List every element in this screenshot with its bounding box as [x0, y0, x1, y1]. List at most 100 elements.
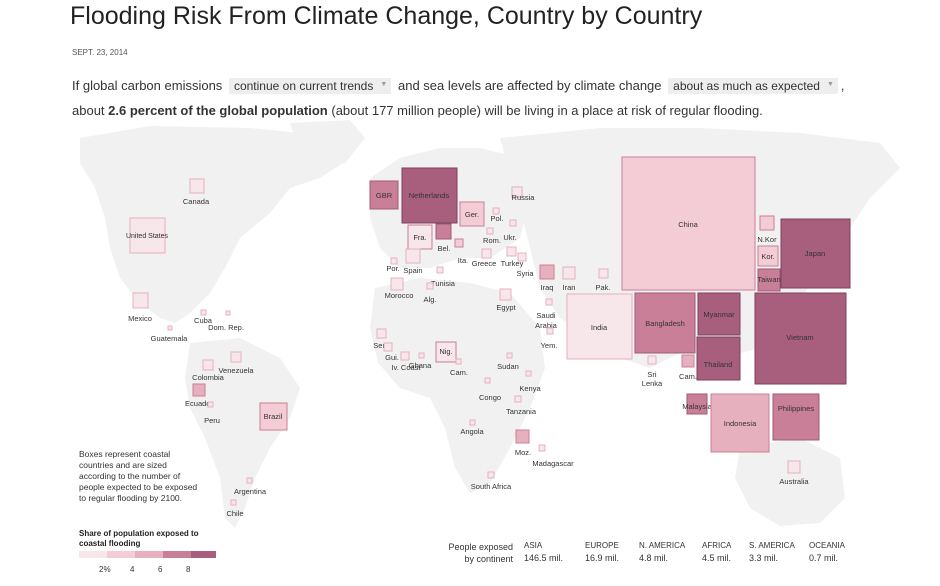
sea-level-dropdown[interactable]: about as much as expected ▼ [668, 78, 838, 94]
continent-name: EUROPE [585, 541, 619, 550]
box-cameroon [455, 358, 462, 365]
label-china: China [678, 220, 698, 229]
continent-oceania: OCEANIA 0.7 mil. [809, 541, 845, 564]
continent-name: S. AMERICA [749, 541, 795, 550]
label-brazil: Brazil [264, 412, 283, 421]
label-ivory-coast: Iv. Coast [391, 363, 421, 372]
label-thailand: Thailand [704, 360, 733, 369]
label-ukraine: Ukr. [503, 233, 516, 242]
label-portugal: Por. [386, 264, 399, 273]
box-guinea [383, 342, 393, 352]
label-north-korea: N.Kor [757, 235, 777, 244]
label-gbr: GBR [376, 191, 393, 200]
continent-value: 16.9 mil. [585, 552, 620, 563]
box-taiwan [757, 268, 781, 292]
box-ukraine [509, 219, 517, 227]
box-vietnam [754, 292, 847, 385]
legend-tick: 6 [158, 565, 163, 574]
label-tunisia: Tunisia [431, 279, 456, 288]
box-yemen [546, 327, 554, 335]
continent-value: 4.8 mil. [639, 552, 669, 563]
label-cameroon: Cam. [450, 368, 468, 377]
box-madagascar [538, 444, 546, 452]
box-turkey [506, 246, 517, 257]
box-brazil [259, 402, 288, 431]
label-colombia: Colombia [192, 373, 225, 382]
continent-africa: AFRICA 4.5 mil. [702, 541, 731, 564]
box-pakistan [598, 268, 609, 279]
box-germany [459, 201, 485, 227]
box-cuba [200, 309, 207, 316]
label-spain: Spain [403, 266, 422, 275]
label-australia: Australia [779, 477, 809, 486]
label-taiwan: Taiwan [757, 275, 780, 284]
label-italy: Ita. [458, 256, 468, 265]
label-iran: Iran [563, 283, 576, 292]
population-share-highlight: 2.6 percent of the global population [108, 103, 328, 118]
box-peru [207, 401, 214, 408]
box-tanzania [514, 395, 522, 403]
scenario-sentence: If global carbon emissions continue on c… [72, 78, 845, 94]
label-argentina: Argentina [234, 487, 267, 496]
label-congo: Congo [479, 393, 501, 402]
label-sudan: Sudan [497, 362, 519, 371]
label-yemen: Yem. [541, 341, 558, 350]
sentence-text: (about 177 million people) will be livin… [331, 103, 763, 118]
label-cuba: Cuba [194, 316, 213, 325]
label-mexico: Mexico [128, 314, 152, 323]
box-belgium [435, 223, 452, 240]
box-congo [484, 377, 491, 384]
label-algeria: Alg. [424, 295, 437, 304]
land-greenland [290, 120, 365, 168]
box-canada [189, 178, 205, 194]
box-bangladesh [634, 292, 696, 354]
publish-date: SEPT. 23, 2014 [72, 48, 128, 57]
world-map: Canada United States Mexico Cuba Dom. Re… [80, 120, 900, 528]
sea-level-dropdown-value: about as much as expected [673, 79, 820, 93]
emissions-dropdown-value: continue on current trends [233, 79, 374, 93]
legend-tick: 8 [186, 565, 191, 574]
box-portugal [390, 257, 398, 265]
label-sri-lanka-2: Lenka [642, 379, 663, 388]
box-malaysia [686, 393, 708, 415]
box-france [407, 224, 433, 250]
box-angola [469, 419, 476, 426]
box-kenya [525, 370, 532, 377]
box-ghana [418, 352, 425, 359]
label-saudi-arabia: Saudi [536, 311, 556, 320]
label-india: India [591, 323, 608, 332]
label-guatemala: Guatemala [151, 334, 189, 343]
box-chile [230, 499, 237, 506]
box-australia [787, 460, 801, 474]
label-south-africa: South Africa [471, 482, 512, 491]
land-australia [735, 438, 845, 526]
box-poland [492, 207, 500, 215]
continent-north-america: N. AMERICA 4.8 mil. [639, 541, 685, 564]
emissions-dropdown[interactable]: continue on current trends ▼ [228, 78, 392, 94]
box-gbr [369, 180, 399, 210]
continent-value: 0.7 mil. [809, 552, 839, 563]
label-syria: Syria [516, 269, 534, 278]
label-united-states: United States [126, 233, 169, 240]
label-pakistan: Pak. [595, 283, 610, 292]
label-sri-lanka: Sri [647, 370, 657, 379]
box-iraq [539, 264, 555, 280]
box-mozambique [515, 429, 530, 444]
label-ghana: Ghana [409, 361, 432, 370]
continent-value: 3.3 mil. [749, 552, 779, 563]
label-angola: Angola [460, 427, 484, 436]
chevron-down-icon: ▼ [380, 81, 388, 88]
label-poland: Pol. [491, 214, 504, 223]
page-title: Flooding Risk From Climate Change, Count… [70, 2, 703, 30]
land-africa [370, 278, 545, 493]
label-cambodia: Cam. [679, 372, 697, 381]
box-iran [562, 266, 576, 280]
box-japan [780, 218, 851, 289]
box-philippines [772, 393, 820, 441]
continent-value: 146.5 mil. [524, 552, 564, 563]
label-netherlands: Netherlands [409, 191, 450, 200]
box-korea [757, 245, 779, 267]
label-egypt: Egypt [496, 303, 516, 312]
box-myanmar [697, 292, 741, 336]
label-malaysia: Malaysia [682, 402, 712, 411]
